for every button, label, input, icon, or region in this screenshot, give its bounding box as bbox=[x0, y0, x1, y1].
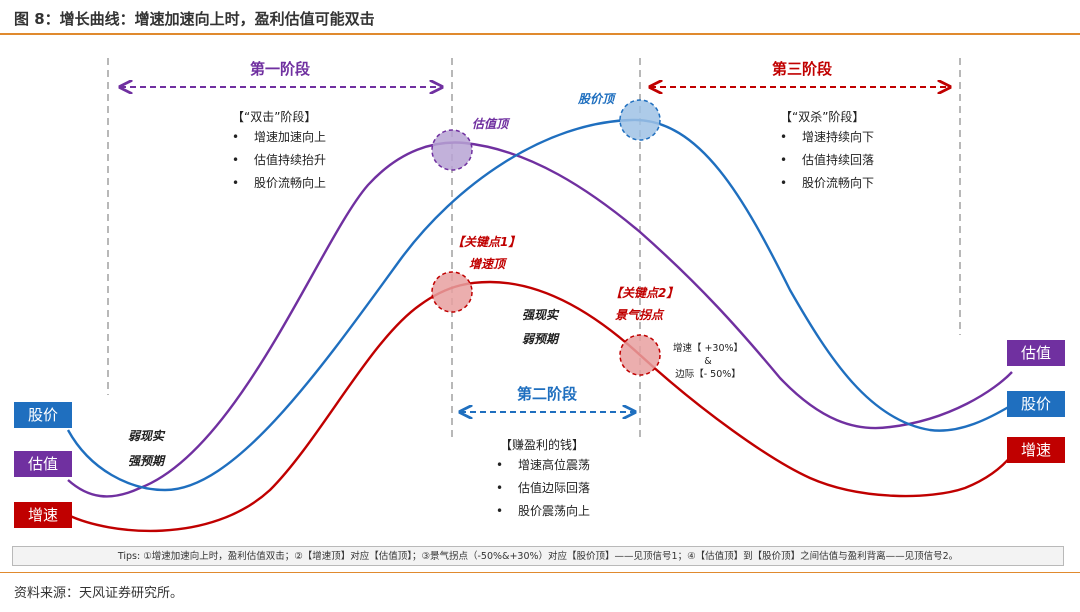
legend-right-growth: 增速 bbox=[1007, 437, 1065, 463]
inflection-note: 增速【 +30%】 & 边际【- 50%】 bbox=[668, 342, 748, 381]
phase2-bullet: 股价震荡向上 bbox=[496, 500, 590, 523]
phase3-bullets: 增速持续向下 估值持续回落 股价流畅向下 bbox=[780, 126, 874, 195]
weak-real-label: 弱现实 bbox=[128, 429, 165, 443]
phase3-bullet: 增速持续向下 bbox=[780, 126, 874, 149]
phase3-box-title: 【“双杀”阶段】 bbox=[780, 110, 865, 124]
phase3-bullet: 估值持续回落 bbox=[780, 149, 874, 172]
phase1-bullet: 增速加速向上 bbox=[232, 126, 326, 149]
inflection-note-line3: 边际【- 50%】 bbox=[675, 369, 741, 380]
phase1-box-title: 【“双击”阶段】 bbox=[232, 110, 317, 124]
valuation-top-marker bbox=[431, 129, 473, 171]
phase3-title: 第三阶段 bbox=[771, 60, 832, 78]
phase1-bullet: 股价流畅向上 bbox=[232, 172, 326, 195]
valuation-top-label: 估值顶 bbox=[472, 117, 509, 131]
strong-expect-label: 强预期 bbox=[128, 454, 165, 468]
valuation-curve bbox=[67, 141, 1013, 498]
source-note: 资料来源：天风证券研究所。 bbox=[14, 586, 184, 601]
price-top-label: 股价顶 bbox=[578, 92, 615, 106]
phase1-bullets: 增速加速向上 估值持续抬升 股价流畅向上 bbox=[232, 126, 326, 195]
price-top-marker bbox=[619, 99, 661, 141]
phase2-bullets: 增速高位震荡 估值边际回落 股价震荡向上 bbox=[496, 454, 590, 523]
phase3-bullet: 股价流畅向下 bbox=[780, 172, 874, 195]
legend-right-price: 股价 bbox=[1007, 391, 1065, 417]
phase2-box-title: 【赚盈利的钱】 bbox=[500, 438, 585, 452]
growth-top-marker bbox=[431, 271, 473, 313]
legend-left-valuation: 估值 bbox=[14, 451, 72, 477]
growth-top-label: 增速顶 bbox=[469, 257, 506, 271]
inflection-marker bbox=[619, 334, 661, 376]
inflection-note-line1: 增速【 +30%】 bbox=[672, 343, 744, 354]
tips-bar: Tips: ①增速加速向上时，盈利估值双击；②【增速顶】对应【估值顶】；③景气拐… bbox=[12, 546, 1064, 566]
legend-left-growth: 增速 bbox=[14, 502, 72, 528]
figure-title: 图 8：增长曲线：增速加速向上时，盈利估值可能双击 bbox=[14, 10, 375, 28]
key-point1-label: 【关键点1】 bbox=[452, 235, 521, 249]
growth-curve-diagram bbox=[66, 58, 1013, 533]
top-rule bbox=[0, 33, 1080, 35]
phase2-title: 第二阶段 bbox=[516, 385, 577, 403]
weak-expect-label: 弱预期 bbox=[522, 332, 559, 346]
price-curve bbox=[66, 118, 1013, 492]
phase1-title: 第一阶段 bbox=[249, 60, 310, 78]
inflection-note-line2: & bbox=[704, 356, 712, 367]
bottom-rule bbox=[0, 572, 1080, 573]
growth-curve bbox=[67, 280, 1013, 533]
phase2-bullet: 增速高位震荡 bbox=[496, 454, 590, 477]
strong-real-label: 强现实 bbox=[522, 308, 559, 322]
phase2-bullet: 估值边际回落 bbox=[496, 477, 590, 500]
key-point2-label: 【关键点2】 bbox=[610, 286, 679, 300]
inflection-label: 景气拐点 bbox=[615, 308, 664, 322]
legend-left-price: 股价 bbox=[14, 402, 72, 428]
legend-right-valuation: 估值 bbox=[1007, 340, 1065, 366]
phase1-bullet: 估值持续抬升 bbox=[232, 149, 326, 172]
